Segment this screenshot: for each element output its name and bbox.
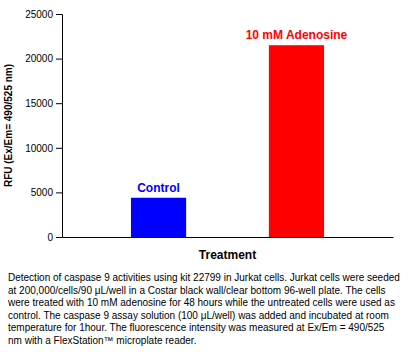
y-tick-label: 15000 bbox=[25, 98, 53, 109]
x-axis-line bbox=[63, 237, 394, 238]
y-tick-label: 25000 bbox=[25, 9, 53, 20]
caption-line: temperature for 1hour. The fluorescence … bbox=[8, 322, 385, 333]
y-tick-mark bbox=[56, 237, 62, 238]
y-tick-label: 20000 bbox=[25, 53, 53, 64]
bar-label: Control bbox=[137, 181, 180, 195]
x-axis-title: Treatment bbox=[199, 248, 256, 262]
y-tick: 25000 bbox=[25, 9, 62, 20]
y-tick: 5000 bbox=[31, 187, 62, 198]
chart: Detection of caspase 9 activities using … bbox=[0, 0, 409, 352]
y-axis-title: RFU (Ex/Em= 490/525 nm) bbox=[3, 64, 14, 187]
bar-labels: Control 10 mM Adenosine bbox=[137, 28, 347, 195]
bar bbox=[269, 45, 324, 237]
y-tick-mark bbox=[56, 59, 62, 60]
bars bbox=[131, 45, 324, 237]
y-tick: 10000 bbox=[25, 143, 62, 154]
y-tick-label: 10000 bbox=[25, 143, 53, 154]
caption-line: were treated with 10 mM adenosine for 48… bbox=[7, 297, 395, 308]
caption-line: Detection of caspase 9 activities using … bbox=[8, 272, 400, 283]
bar bbox=[131, 198, 186, 237]
caption-line: control. The caspase 9 assay solution (1… bbox=[8, 310, 389, 321]
y-axis: 0 5000 10000 15000 20000 25000 bbox=[25, 9, 62, 243]
y-tick-label: 5000 bbox=[31, 187, 54, 198]
caption: Detection of caspase 9 activities using … bbox=[7, 272, 400, 346]
y-tick: 20000 bbox=[25, 53, 62, 64]
plot: Control 10 mM Adenosine 0 5000 10000 15000 200… bbox=[3, 9, 394, 262]
y-tick-label: 0 bbox=[47, 232, 53, 243]
y-tick-mark bbox=[56, 148, 62, 149]
y-tick: 0 bbox=[47, 232, 62, 243]
caption-line: nm with a FlexStation™ microplate reader… bbox=[8, 335, 196, 346]
y-tick: 15000 bbox=[25, 98, 62, 109]
x-axis bbox=[63, 237, 394, 238]
bar-label: 10 mM Adenosine bbox=[246, 28, 348, 42]
caption-line: at 200,000/cells/90 μL/well in a Costar … bbox=[8, 285, 385, 296]
y-tick-mark bbox=[56, 14, 62, 15]
y-tick-mark bbox=[56, 103, 62, 104]
y-tick-mark bbox=[56, 192, 62, 193]
y-axis-line bbox=[56, 15, 63, 238]
